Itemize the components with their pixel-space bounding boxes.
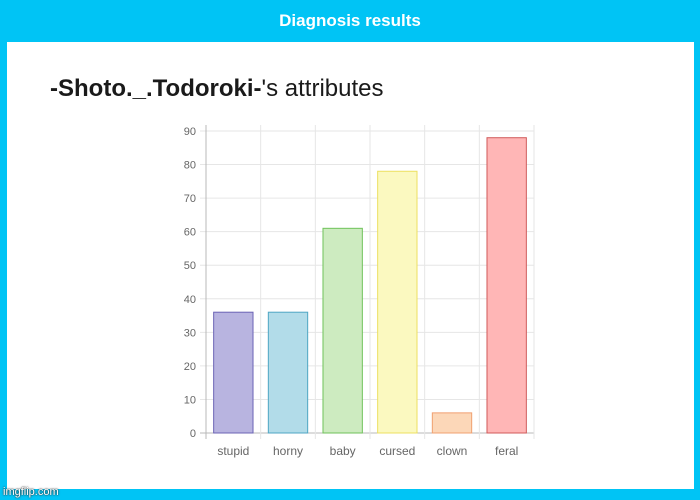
y-tick-label: 20 (184, 361, 196, 373)
x-tick-label: cursed (379, 444, 415, 458)
x-tick-label: clown (437, 444, 468, 458)
header-title: Diagnosis results (279, 11, 421, 30)
results-panel: -Shoto._.Todoroki-'s attributes 0 10 20 30 4… (7, 42, 694, 489)
bar-feral (486, 137, 527, 434)
y-tick-label: 90 (184, 126, 196, 138)
y-tick-label: 70 (184, 193, 196, 205)
bar-clown (431, 412, 473, 434)
y-tick-label: 80 (184, 160, 196, 172)
title-suffix: 's attributes (261, 75, 384, 102)
y-tick-label: 10 (184, 394, 196, 406)
x-tick-label: stupid (217, 444, 249, 458)
y-tick-label: 30 (184, 327, 196, 339)
bar-cursed (377, 170, 418, 434)
x-tick-label: baby (330, 444, 356, 458)
x-tick-label: horny (273, 444, 303, 458)
y-tick-label: 0 (190, 428, 196, 440)
y-tick-label: 40 (184, 294, 196, 306)
x-tick-label: feral (495, 444, 518, 458)
username: -Shoto._.Todoroki- (50, 75, 262, 102)
bar-baby (322, 227, 363, 434)
page-title: -Shoto._.Todoroki-'s attributes (50, 75, 384, 103)
bar-horny (267, 311, 309, 434)
bar-stupid (213, 311, 254, 434)
watermark: imgflip.com (3, 486, 59, 498)
y-tick-label: 60 (184, 227, 196, 239)
bar-chart: 0 10 20 30 40 50 60 70 80 90 stupid horny baby cursed… (184, 125, 535, 458)
y-tick-label: 50 (184, 260, 196, 272)
